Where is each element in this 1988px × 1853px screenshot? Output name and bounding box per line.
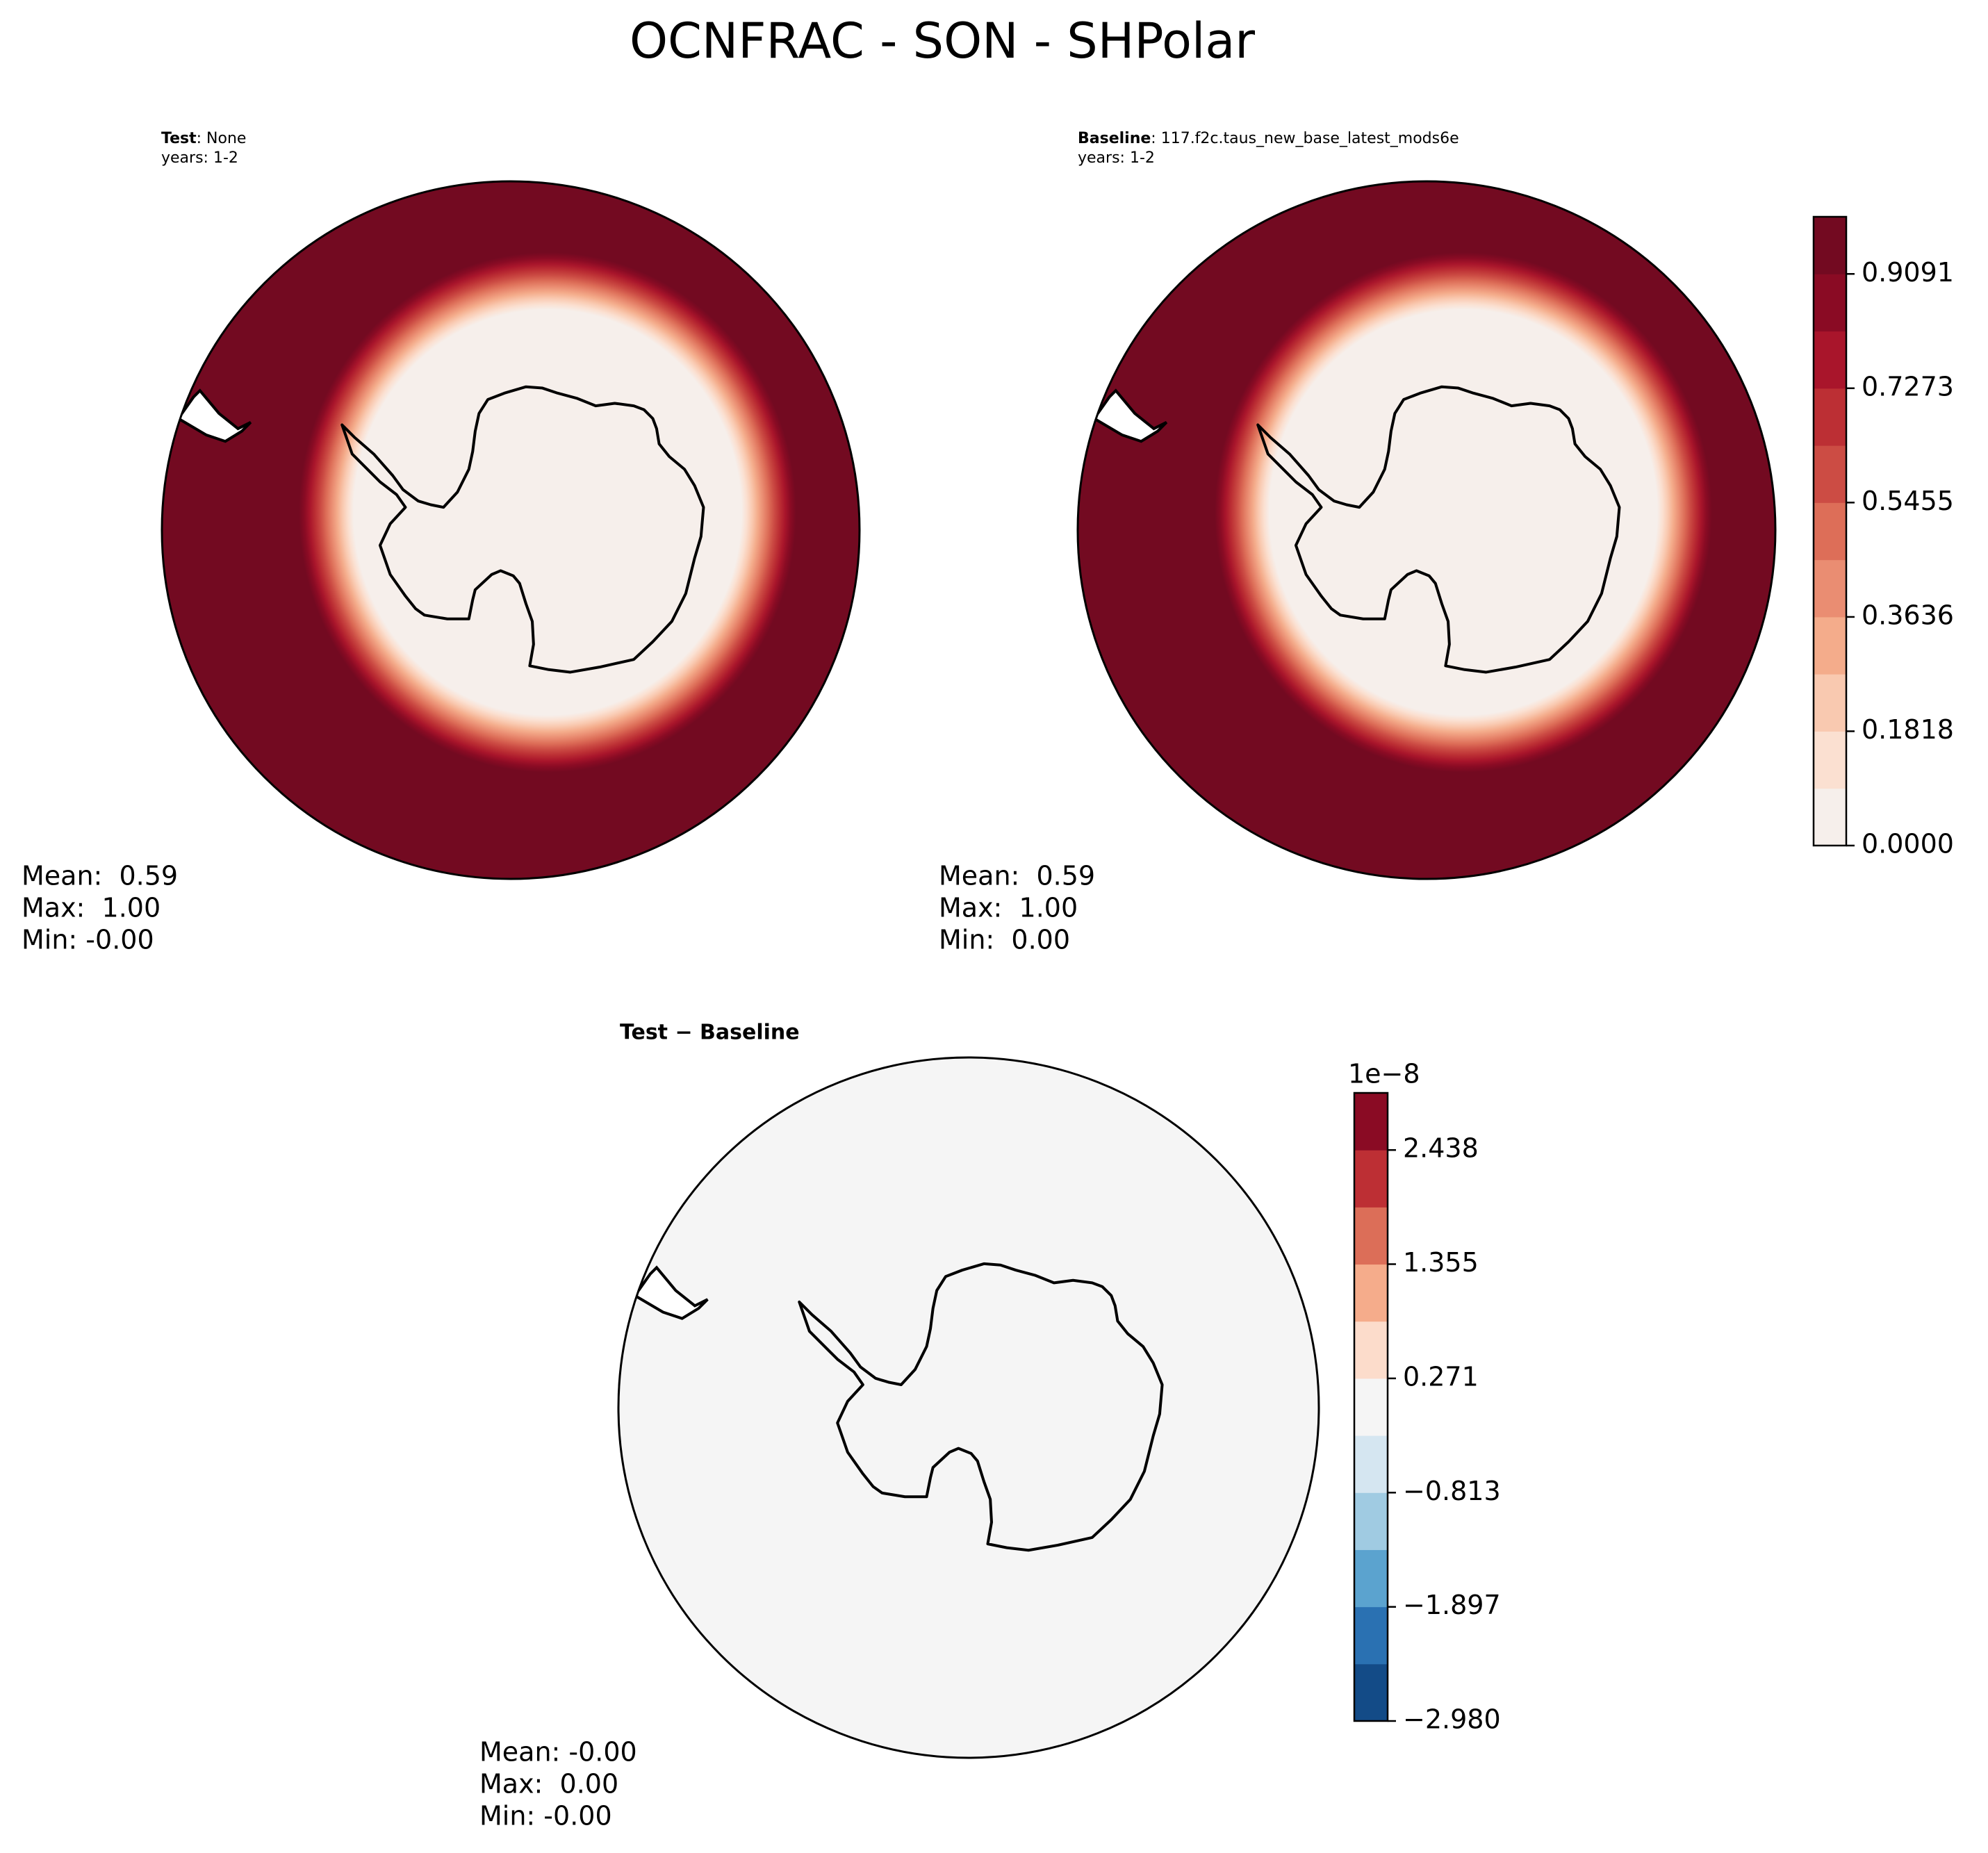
colorbar-tick-label: 0.5455 bbox=[1862, 486, 1954, 516]
map bbox=[618, 1057, 1319, 1758]
case-title: Baseline: 117.f2c.taus_new_base_latest_m… bbox=[1078, 130, 1459, 147]
colorbar-band bbox=[1354, 1549, 1388, 1608]
colorbar-tick-label: 1.355 bbox=[1403, 1247, 1479, 1278]
case-label: Test bbox=[161, 130, 197, 147]
map-boundary bbox=[1076, 180, 1777, 880]
stat-line: Min: -0.00 bbox=[22, 925, 154, 955]
colorbar-band bbox=[1354, 1492, 1388, 1550]
colorbar-band bbox=[1354, 1606, 1388, 1665]
colorbar-band bbox=[1814, 731, 1846, 789]
colorbar-tick-label: −2.980 bbox=[1403, 1704, 1501, 1735]
colorbar-band bbox=[1354, 1093, 1388, 1151]
stat-line: Max: 1.00 bbox=[22, 893, 161, 923]
colorbar-band bbox=[1814, 388, 1846, 446]
colorbar-tick-label: 0.9091 bbox=[1862, 257, 1954, 288]
map bbox=[162, 181, 860, 879]
case-years: years: 1-2 bbox=[161, 149, 238, 167]
colorbar-band bbox=[1354, 1150, 1388, 1208]
colorbar-tick-label: 0.3636 bbox=[1862, 600, 1954, 630]
colorbar-band bbox=[1814, 788, 1846, 846]
colorbar-band bbox=[1814, 616, 1846, 675]
map-boundary bbox=[617, 1056, 1320, 1759]
colorbar-band bbox=[1354, 1663, 1388, 1722]
colorbar-band bbox=[1814, 274, 1846, 332]
colorbar-tick-label: 0.0000 bbox=[1862, 829, 1954, 859]
case-name: : None bbox=[197, 130, 247, 147]
ice-field bbox=[299, 252, 796, 773]
map bbox=[1078, 181, 1775, 879]
case-name: : 117.f2c.taus_new_base_latest_mods6e bbox=[1151, 130, 1459, 147]
stat-line: Max: 0.00 bbox=[479, 1769, 618, 1800]
stat-line: Mean: -0.00 bbox=[479, 1737, 637, 1768]
colorbar-band bbox=[1814, 445, 1846, 503]
colorbar-band bbox=[1814, 559, 1846, 618]
colorbar-frame bbox=[1812, 215, 1848, 847]
stat-line: Mean: 0.59 bbox=[939, 861, 1095, 891]
colorbar-frame bbox=[1353, 1092, 1389, 1722]
colorbar-tick-label: 0.271 bbox=[1403, 1361, 1479, 1392]
colorbar-tick-label: 2.438 bbox=[1403, 1133, 1479, 1164]
map-boundary bbox=[161, 180, 861, 880]
colorbar-band bbox=[1814, 217, 1846, 274]
stat-line: Mean: 0.59 bbox=[22, 861, 178, 891]
colorbar-band bbox=[1354, 1321, 1388, 1379]
colorbar-band bbox=[1354, 1264, 1388, 1322]
colorbar-tick-label: −0.813 bbox=[1403, 1476, 1501, 1506]
colorbar-band bbox=[1814, 331, 1846, 389]
stat-line: Max: 1.00 bbox=[939, 893, 1078, 923]
colorbar-tick-label: −1.897 bbox=[1403, 1590, 1501, 1620]
colorbar-band bbox=[1354, 1378, 1388, 1436]
stat-line: Min: -0.00 bbox=[479, 1801, 612, 1831]
colorbar-tick-label: 0.7273 bbox=[1862, 371, 1954, 402]
difference-field bbox=[618, 1057, 1319, 1758]
panel-title: Test − Baseline bbox=[620, 1021, 800, 1045]
figure-title: OCNFRAC - SON - SHPolar bbox=[630, 13, 1255, 69]
ice-field bbox=[1215, 252, 1712, 773]
colorbar-band bbox=[1354, 1207, 1388, 1265]
case-years: years: 1-2 bbox=[1078, 149, 1155, 167]
colorbar-tick-label: 0.1818 bbox=[1862, 714, 1954, 745]
case-label: Baseline bbox=[1078, 130, 1151, 147]
colorbar-band bbox=[1814, 674, 1846, 732]
case-title: Test: None bbox=[161, 130, 246, 147]
colorbar-band bbox=[1814, 502, 1846, 561]
stat-line: Min: 0.00 bbox=[939, 925, 1070, 955]
colorbar-band bbox=[1354, 1435, 1388, 1493]
colorbar-offset: 1e−8 bbox=[1348, 1059, 1420, 1089]
